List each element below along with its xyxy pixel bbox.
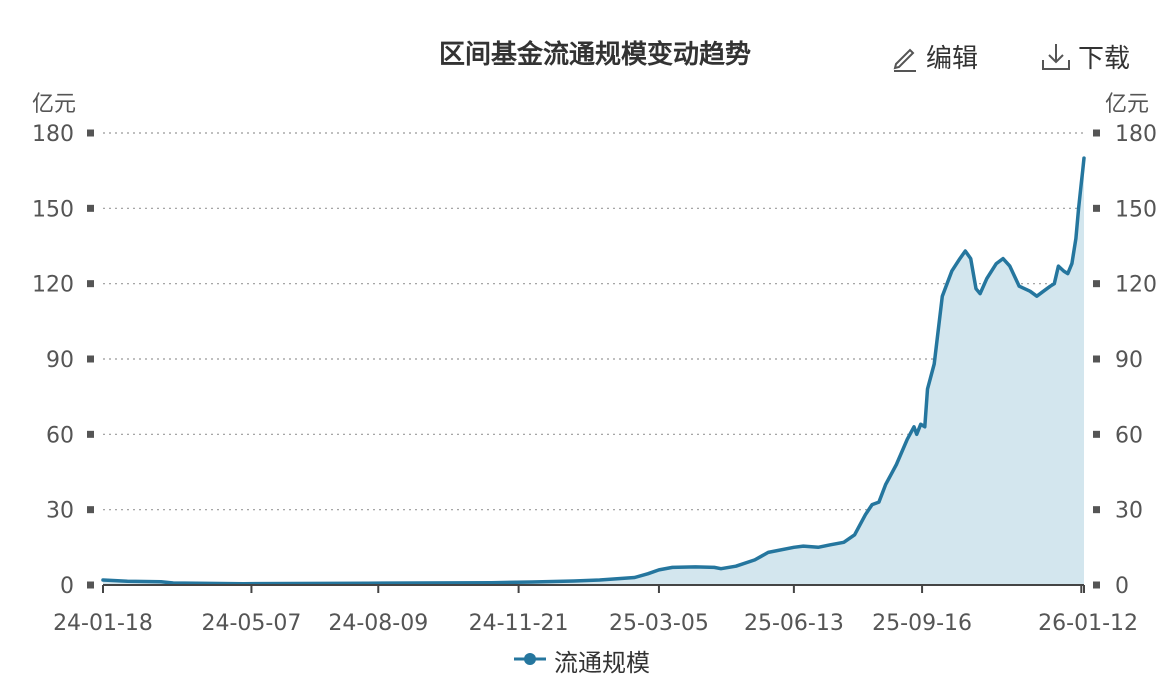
y-tick-label-left: 30	[46, 499, 74, 524]
axes: 0 0 30 30 60 60 90 90 120 120 150 150 180 180 24-01-18…	[32, 122, 1157, 636]
download-label: 下载	[1078, 44, 1131, 74]
edit-button[interactable]: 编辑	[890, 38, 978, 75]
legend-label: 流通规模	[554, 649, 650, 677]
y-tick-label-right: 30	[1115, 499, 1143, 524]
left-tick-marker	[87, 581, 94, 589]
pencil-icon	[890, 42, 920, 72]
x-tick-label: 24-11-21	[469, 611, 569, 636]
x-tick-label: 25-06-13	[744, 611, 844, 636]
y-tick-label-left: 150	[32, 197, 74, 222]
left-axis-unit: 亿元	[32, 92, 77, 117]
right-tick-marker	[1093, 430, 1100, 438]
right-tick-marker	[1093, 355, 1100, 363]
left-tick-marker	[87, 280, 94, 288]
left-tick-marker	[87, 129, 94, 137]
y-tick-label-right: 180	[1115, 122, 1157, 147]
y-tick-label-left: 120	[32, 273, 74, 298]
right-tick-marker	[1093, 581, 1100, 589]
x-tick-label: 24-08-09	[328, 611, 428, 636]
y-tick-label-right: 90	[1115, 348, 1143, 373]
left-tick-marker	[87, 204, 94, 212]
y-tick-label-left: 90	[46, 348, 74, 373]
legend-line-dot-icon	[512, 647, 548, 675]
download-button[interactable]: 下载	[1040, 38, 1130, 75]
right-tick-marker	[1093, 506, 1100, 514]
y-tick-label-left: 180	[32, 122, 74, 147]
right-tick-marker	[1093, 204, 1100, 212]
x-tick-label: 24-05-07	[202, 611, 302, 636]
left-tick-marker	[87, 355, 94, 363]
left-tick-marker	[87, 506, 94, 514]
y-tick-label-right: 60	[1115, 423, 1143, 448]
y-tick-label-left: 0	[60, 574, 74, 599]
right-tick-marker	[1093, 129, 1100, 137]
legend[interactable]: 流通规模	[512, 643, 650, 678]
x-tick-label: 24-01-18	[53, 611, 153, 636]
x-tick-label: 25-03-05	[609, 611, 709, 636]
y-tick-label-left: 60	[46, 423, 74, 448]
edit-label: 编辑	[926, 44, 979, 74]
x-tick-label: 25-09-16	[872, 611, 972, 636]
download-icon	[1040, 42, 1072, 72]
y-tick-label-right: 0	[1115, 574, 1129, 599]
y-tick-label-right: 150	[1115, 197, 1157, 222]
series-line	[101, 156, 1086, 586]
y-tick-label-right: 120	[1115, 273, 1157, 298]
right-tick-marker	[1093, 280, 1100, 288]
left-tick-marker	[87, 430, 94, 438]
x-tick-label: 26-01-12	[1038, 611, 1138, 636]
series-area-fill	[103, 158, 1084, 585]
right-axis-unit: 亿元	[1105, 92, 1150, 117]
chart-title: 区间基金流通规模变动趋势	[438, 40, 751, 70]
